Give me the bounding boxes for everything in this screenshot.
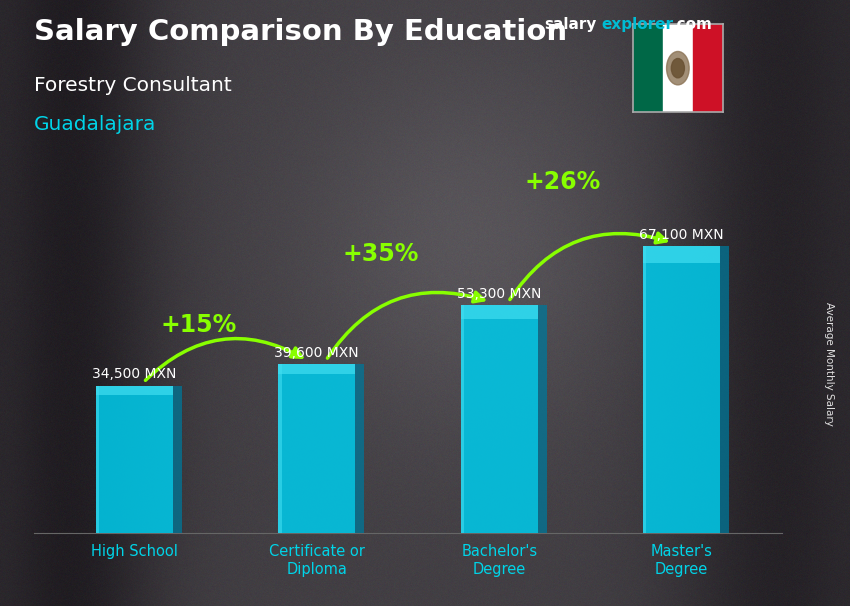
Text: +35%: +35%	[343, 242, 419, 266]
Bar	[279, 364, 355, 374]
Bar	[173, 385, 182, 533]
Bar	[720, 246, 729, 533]
Text: Salary Comparison By Education: Salary Comparison By Education	[34, 18, 567, 46]
Bar	[693, 24, 722, 112]
Bar	[461, 305, 464, 533]
Bar	[643, 246, 720, 533]
Text: explorer: explorer	[602, 17, 674, 32]
Bar	[461, 305, 537, 319]
Text: +26%: +26%	[525, 170, 601, 194]
Bar	[537, 305, 547, 533]
Bar	[279, 364, 281, 533]
Text: .com: .com	[672, 17, 712, 32]
Circle shape	[672, 59, 684, 78]
Text: 34,500 MXN: 34,500 MXN	[92, 367, 177, 381]
Bar	[643, 246, 720, 264]
Text: 39,600 MXN: 39,600 MXN	[275, 345, 359, 359]
Text: Forestry Consultant: Forestry Consultant	[34, 76, 232, 95]
Bar	[643, 246, 646, 533]
Text: 53,300 MXN: 53,300 MXN	[457, 287, 541, 301]
Text: Guadalajara: Guadalajara	[34, 115, 156, 134]
Text: +15%: +15%	[160, 313, 236, 338]
Text: salary: salary	[544, 17, 597, 32]
Text: 67,100 MXN: 67,100 MXN	[639, 228, 724, 242]
Bar	[461, 305, 537, 533]
Bar	[633, 24, 663, 112]
Circle shape	[666, 52, 689, 85]
Bar	[96, 385, 173, 395]
Bar	[355, 364, 365, 533]
Bar	[96, 385, 99, 533]
Bar	[279, 364, 355, 533]
Bar	[663, 24, 693, 112]
Bar	[96, 385, 173, 533]
Text: Average Monthly Salary: Average Monthly Salary	[824, 302, 834, 425]
